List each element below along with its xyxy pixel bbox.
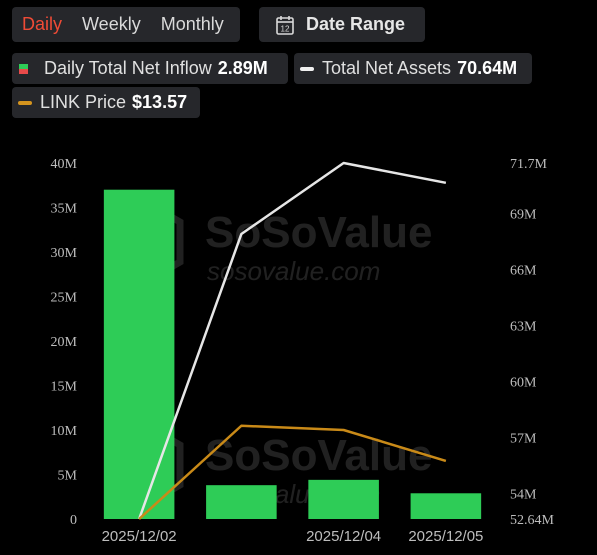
inflow-bar	[206, 485, 277, 519]
legend-price[interactable]: LINK Price $13.57	[12, 87, 200, 118]
right-tick-label: 66M	[510, 263, 537, 278]
bar-series	[103, 189, 482, 519]
x-tick-label: 2025/12/04	[306, 528, 381, 545]
right-tick-label: 60M	[510, 376, 537, 391]
legend-price-name: LINK Price	[40, 92, 127, 112]
right-tick-label: 63M	[510, 319, 537, 334]
watermark-site: sosovalue.com	[207, 256, 380, 286]
left-tick-label: 30M	[51, 246, 78, 261]
left-tick-label: 40M	[51, 157, 78, 172]
inflow-bar	[410, 493, 482, 519]
legend-inflow-name: Daily Total Net Inflow	[44, 58, 212, 78]
left-tick-label: 15M	[51, 380, 78, 395]
x-axis: 2025/12/02 2025/12/04 2025/12/05	[102, 528, 484, 545]
tab-monthly[interactable]: Monthly	[160, 14, 224, 34]
left-tick-label: 35M	[51, 202, 78, 217]
inflow-swatch	[19, 63, 28, 74]
watermark-brand: SoSoValue	[205, 208, 432, 257]
total-net-assets-line	[137, 161, 447, 520]
watermark-brand: SoSoValue	[205, 431, 432, 480]
legend-assets-value: 70.64M	[457, 58, 518, 78]
calendar-day: 12	[281, 24, 290, 33]
legend-assets-name: Total Net Assets	[322, 58, 452, 78]
left-tick-label: 20M	[51, 335, 78, 350]
left-tick-label: 5M	[58, 469, 78, 484]
legend-price-value: $13.57	[132, 92, 188, 112]
right-tick-label: 69M	[510, 207, 537, 222]
right-tick-label: 71.7M	[510, 157, 548, 172]
date-range-button[interactable]: 12 Date Range	[259, 7, 425, 42]
x-tick-label: 2025/12/05	[408, 528, 483, 545]
left-tick-label: 25M	[51, 291, 78, 306]
tab-weekly[interactable]: Weekly	[82, 14, 141, 34]
tab-daily[interactable]: Daily	[22, 14, 63, 34]
left-tick-label: 10M	[51, 424, 78, 439]
left-axis: 0 5M 10M 15M 20M 25M 30M 35M 40M	[51, 157, 78, 528]
calendar-icon: 12	[276, 15, 294, 35]
inflow-bar	[308, 479, 379, 519]
date-range-label: Date Range	[306, 14, 406, 34]
link-price-line	[138, 424, 447, 520]
net-inflow-chart: SoSoValuesosovalue.comSoSoValuesosovalue…	[51, 157, 555, 545]
right-axis: 52.64M 54M 57M 60M 63M 66M 69M 71.7M	[510, 157, 555, 528]
right-tick-label: 54M	[510, 488, 537, 503]
legend-assets[interactable]: Total Net Assets 70.64M	[294, 53, 532, 84]
left-tick-label: 0	[70, 513, 77, 528]
right-tick-label: 52.64M	[510, 513, 555, 528]
period-tabs: Daily Weekly Monthly	[12, 7, 240, 42]
inflow-bar	[103, 189, 175, 519]
assets-swatch	[300, 66, 314, 71]
line-series	[137, 161, 447, 520]
legend-inflow[interactable]: Daily Total Net Inflow 2.89M	[12, 53, 288, 84]
price-swatch	[18, 100, 32, 105]
x-tick-label: 2025/12/02	[102, 528, 177, 545]
legend-inflow-value: 2.89M	[217, 58, 268, 78]
right-tick-label: 57M	[510, 432, 537, 447]
